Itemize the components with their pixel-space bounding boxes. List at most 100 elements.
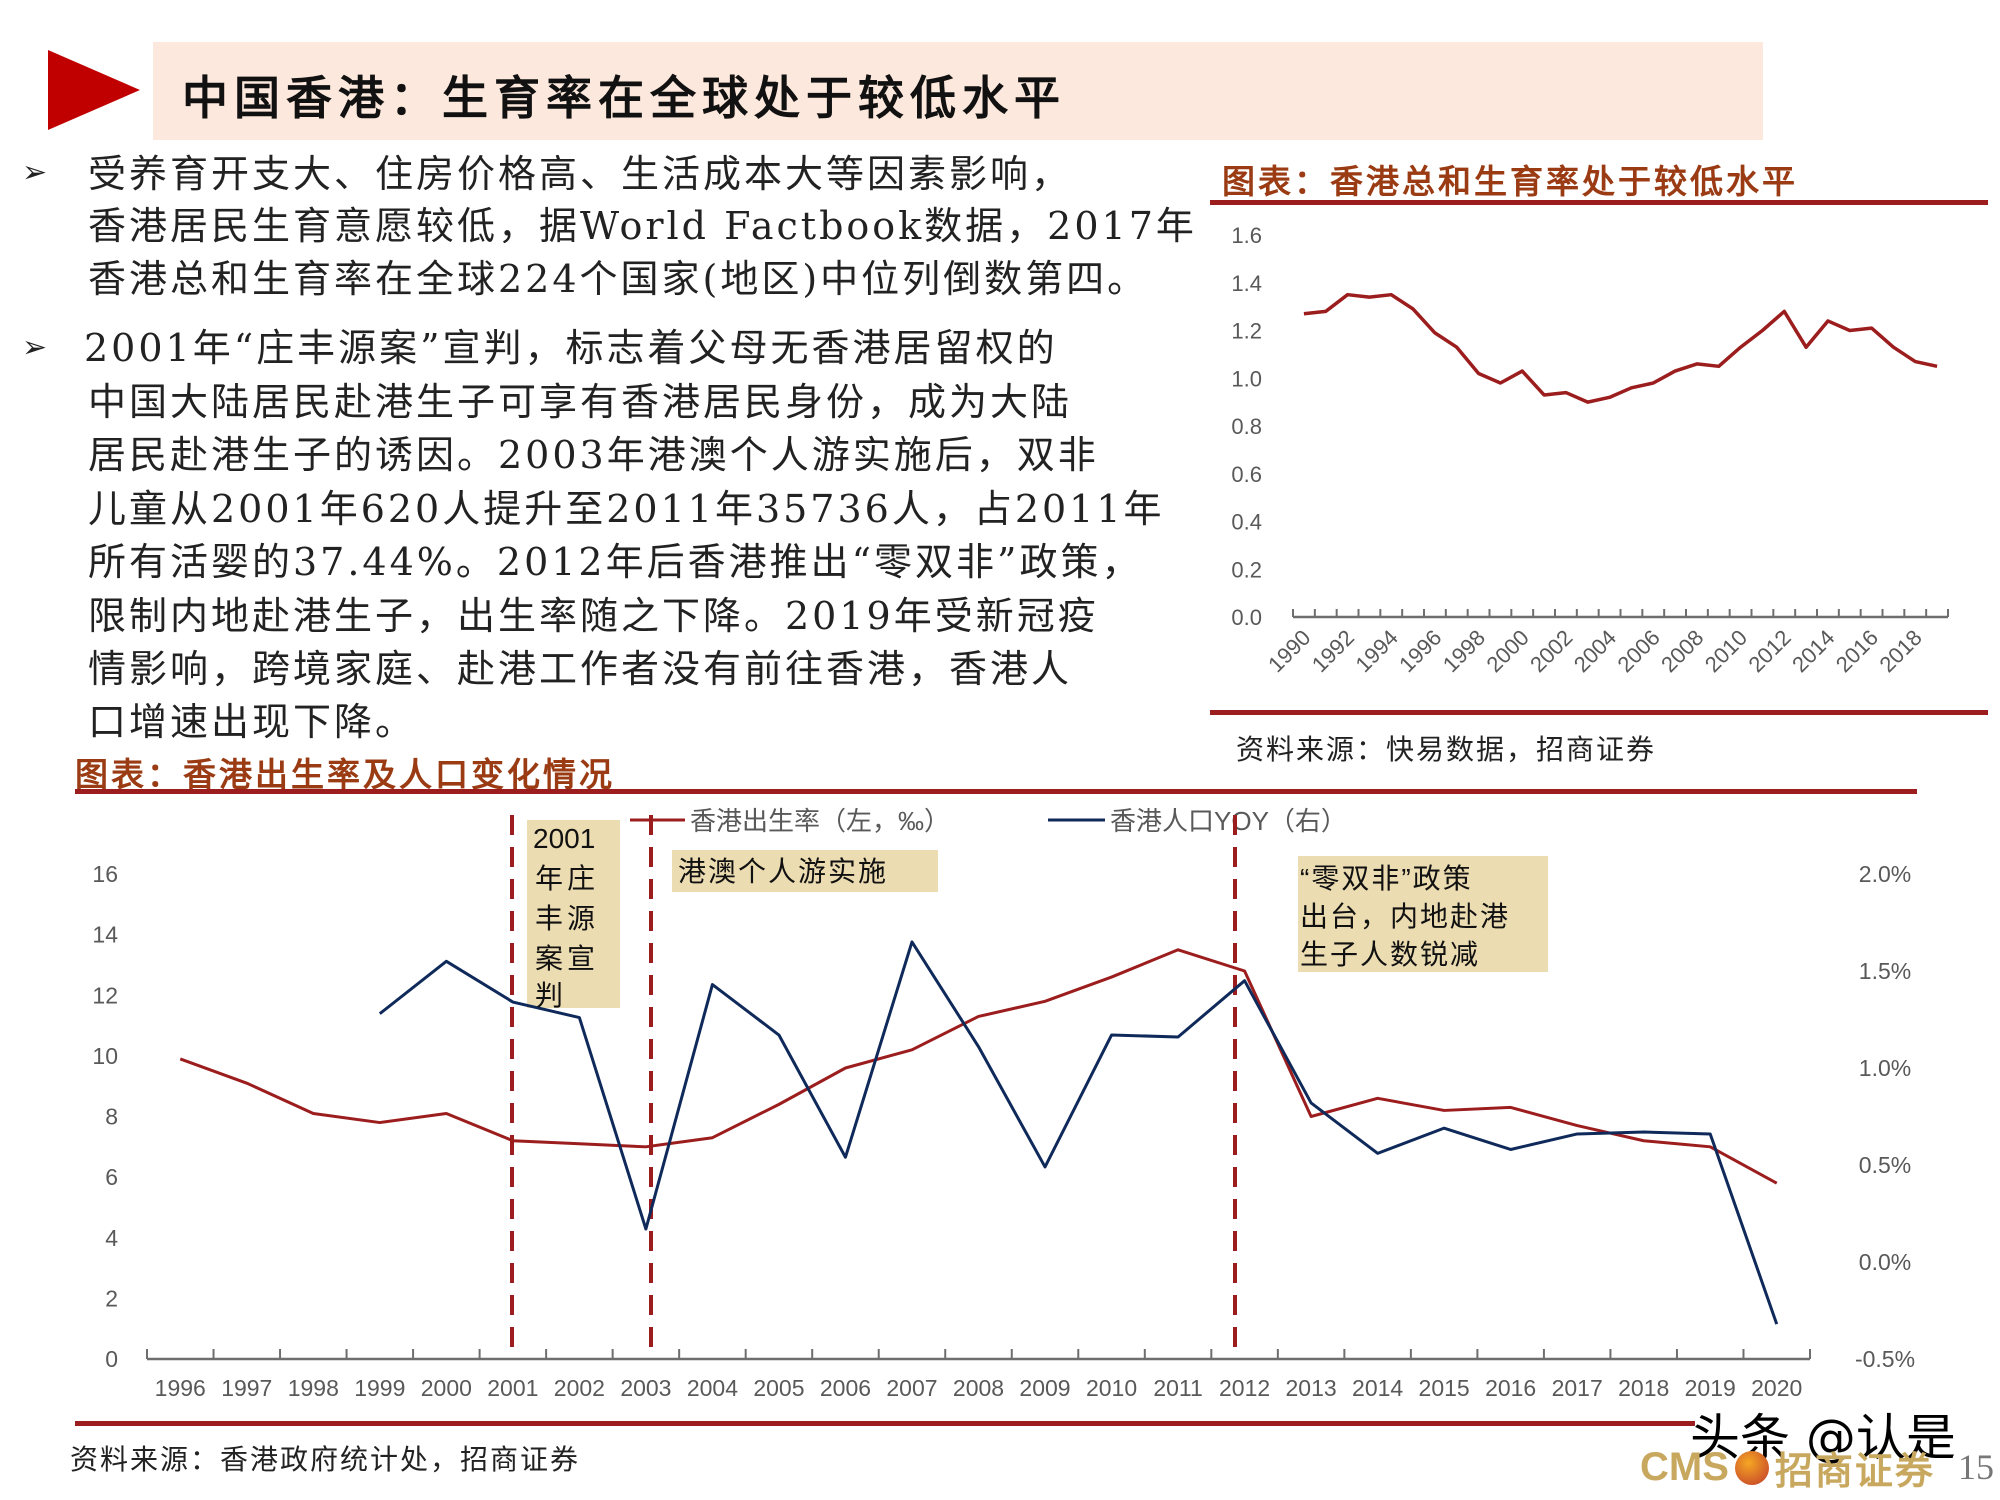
svg-text:1.5%: 1.5% [1859,958,1911,984]
paragraph1-line: 受养育开支大、住房价格高、生活成本大等因素影响， [88,152,1073,196]
annotation-box-2001 [527,820,620,1008]
chart1-x-labels: 1990199219941996199820002002200420062008… [1263,625,1927,677]
svg-text:2008: 2008 [953,1375,1004,1401]
svg-text:12: 12 [92,982,118,1008]
svg-text:0.4: 0.4 [1231,510,1262,535]
arrow-bullet-icon: ➢ [22,330,48,365]
paragraph1-line: 香港居民生育意愿较低，据World Factbook数据，2017年 [88,204,1197,248]
svg-text:1998: 1998 [1438,625,1490,677]
svg-text:2000: 2000 [421,1375,472,1401]
svg-text:10: 10 [92,1043,118,1069]
chart2-plot: 香港出生率（左，‰） 香港人口YOY（右） 16 14 12 10 8 6 4 2 0 2.0%… [92,806,1915,1401]
svg-text:2012: 2012 [1743,625,1795,677]
svg-text:2.0%: 2.0% [1859,861,1911,887]
svg-text:-0.5%: -0.5% [1855,1346,1915,1372]
title-bar [153,42,1763,140]
chart2-source: 资料来源：香港政府统计处，招商证券 [70,1443,581,1476]
svg-text:2009: 2009 [1019,1375,1070,1401]
chart2-right-axis: 2.0% 1.5% 1.0% 0.5% 0.0% -0.5% [1855,861,1915,1372]
svg-text:6: 6 [105,1164,118,1190]
annotation-box-2003 [672,850,938,892]
chart2-population-yoy-line [378,940,1779,1325]
svg-text:2014: 2014 [1352,1375,1403,1401]
svg-text:2008: 2008 [1656,625,1708,677]
logo-emblem-icon [1734,1450,1769,1485]
chart2-left-axis: 16 14 12 10 8 6 4 2 0 [92,861,118,1372]
annotation-2001-line: 判 [535,980,563,1011]
svg-text:2004: 2004 [687,1375,738,1401]
svg-text:2020: 2020 [1751,1375,1802,1401]
chart2-x-ticks [146,1349,1811,1359]
svg-text:1997: 1997 [221,1375,272,1401]
svg-text:0.5%: 0.5% [1859,1152,1911,1178]
annotation-2012-line: 生子人数锐减 [1300,939,1480,970]
title-arrow-icon [48,50,140,130]
legend-birthrate-label: 香港出生率（左，‰） [690,806,950,836]
svg-text:1.2: 1.2 [1231,319,1262,344]
chart1-source: 资料来源：快易数据，招商证券 [1236,733,1657,766]
annotation-2001-line: 2001 [533,823,595,854]
svg-text:2003: 2003 [620,1375,671,1401]
svg-text:16: 16 [92,861,118,887]
svg-text:2012: 2012 [1219,1375,1270,1401]
annotation-2001-line: 案宣 [535,943,599,974]
svg-text:2010: 2010 [1086,1375,1137,1401]
svg-text:2016: 2016 [1485,1375,1536,1401]
logo-cn-text: 招商证券 [1774,1448,1935,1493]
paragraph2-line: 限制内地赴港生子，出生率随之下降。2019年受新冠疫 [88,594,1099,638]
svg-text:2015: 2015 [1419,1375,1470,1401]
chart1-tfr-line [1303,292,1938,404]
svg-text:2019: 2019 [1685,1375,1736,1401]
legend-population-label: 香港人口YOY（右） [1110,806,1347,836]
watermark: 头条 @认是 [1689,1408,1957,1468]
svg-text:0.2: 0.2 [1231,557,1262,582]
svg-text:0.0: 0.0 [1231,605,1262,630]
paragraph2-line: 中国大陆居民赴港生子可享有香港居民身份，成为大陆 [88,380,1073,424]
svg-text:2005: 2005 [753,1375,804,1401]
svg-text:2006: 2006 [820,1375,871,1401]
svg-text:2001: 2001 [487,1375,538,1401]
annotation-2012-line: “零双非”政策 [1300,863,1473,894]
svg-text:2013: 2013 [1286,1375,1337,1401]
paragraph1-line: 香港总和生育率在全球224个国家(地区)中位列倒数第四。 [88,257,1149,301]
paragraph2-line: 口增速出现下降。 [88,700,417,744]
svg-text:2018: 2018 [1618,1375,1669,1401]
svg-text:0.0%: 0.0% [1859,1249,1911,1275]
svg-text:0.8: 0.8 [1231,414,1262,439]
paragraph2-line: 所有活婴的37.44%。2012年后香港推出“零双非”政策， [88,540,1143,584]
svg-text:2017: 2017 [1552,1375,1603,1401]
chart1-top-rule [1210,200,1988,205]
chart1-plot: 1.6 1.4 1.2 1.0 0.8 0.6 0.4 0.2 0.0 199019921994… [1231,223,1949,677]
chart2-title: 图表：香港出生率及人口变化情况 [75,755,615,794]
svg-text:4: 4 [105,1225,118,1251]
chart1-y-axis: 1.6 1.4 1.2 1.0 0.8 0.6 0.4 0.2 0.0 [1231,223,1262,630]
svg-text:1.6: 1.6 [1231,223,1262,248]
paragraph2-line: 儿童从2001年620人提升至2011年35736人，占2011年 [88,487,1165,531]
svg-text:2010: 2010 [1700,625,1752,677]
annotation-box-2012 [1298,856,1548,972]
svg-text:1998: 1998 [288,1375,339,1401]
svg-text:1.0%: 1.0% [1859,1055,1911,1081]
company-logo: CMS 招商证券 [1640,1440,1935,1495]
annotation-2001-line: 丰源 [535,903,599,934]
svg-text:2018: 2018 [1874,625,1926,677]
svg-text:8: 8 [105,1104,118,1130]
paragraph2-line: 情影响，跨境家庭、赴港工作者没有前往香港，香港人 [88,647,1073,691]
page-number: 15 [1958,1447,1994,1487]
annotation-2001-line: 年庄 [535,863,599,894]
logo-cms-text: CMS [1640,1445,1729,1489]
svg-text:2002: 2002 [554,1375,605,1401]
paragraph2-line: 2001年“庄丰源案”宣判，标志着父母无香港居留权的 [84,326,1058,370]
svg-text:2007: 2007 [886,1375,937,1401]
svg-text:1.0: 1.0 [1231,366,1262,391]
chart2-top-rule [75,789,1917,794]
svg-text:0: 0 [105,1346,118,1372]
svg-text:2004: 2004 [1569,625,1621,677]
svg-text:2006: 2006 [1612,625,1664,677]
svg-text:1999: 1999 [354,1375,405,1401]
chart1-title: 图表：香港总和生育率处于较低水平 [1222,162,1798,201]
svg-text:2000: 2000 [1481,625,1533,677]
svg-text:2002: 2002 [1525,625,1577,677]
svg-text:0.6: 0.6 [1231,462,1262,487]
svg-text:1996: 1996 [155,1375,206,1401]
